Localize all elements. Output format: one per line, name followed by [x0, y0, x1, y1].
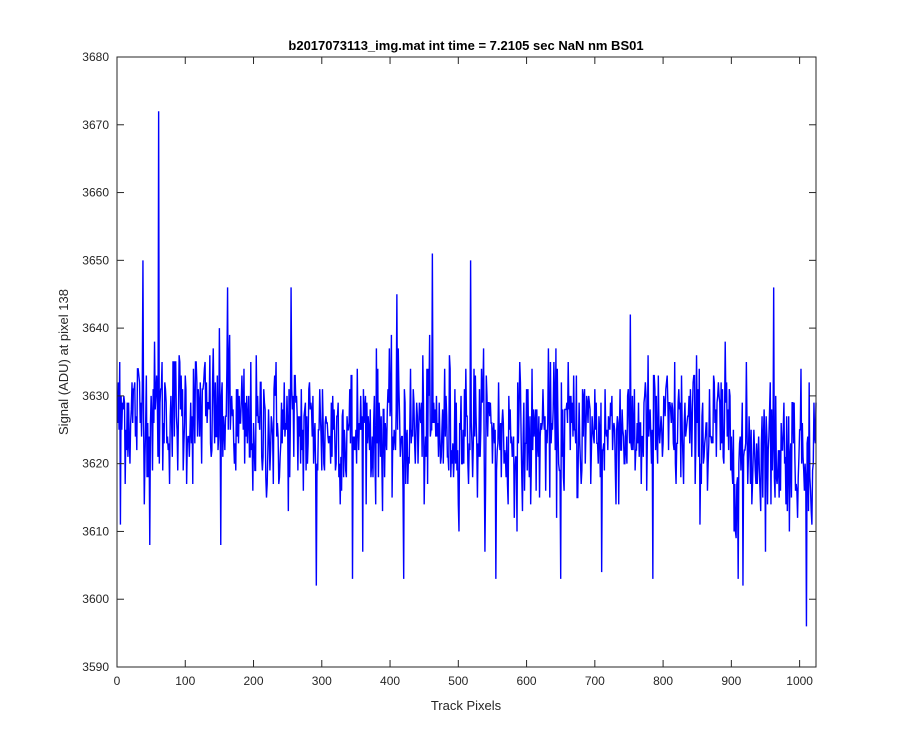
series-line: [116, 111, 817, 627]
y-tick-label: 3630: [82, 389, 109, 403]
x-tick-label: 900: [721, 674, 741, 688]
x-tick-label: 0: [114, 674, 121, 688]
x-tick-label: 300: [312, 674, 332, 688]
y-tick-label: 3670: [82, 118, 109, 132]
axes-box: [116, 56, 817, 668]
x-tick-label: 200: [244, 674, 264, 688]
y-tick-label: 3610: [82, 524, 109, 538]
series-layer: [116, 111, 817, 627]
y-tick-label: 3600: [82, 592, 109, 606]
x-tick-label: 1000: [786, 674, 813, 688]
x-tick-label: 500: [448, 674, 468, 688]
y-tick-label: 3640: [82, 321, 109, 335]
x-tick-label: 800: [653, 674, 673, 688]
x-tick-label: 600: [517, 674, 537, 688]
y-tick-label: 3660: [82, 186, 109, 200]
y-axis-label: Signal (ADU) at pixel 138: [56, 289, 71, 435]
y-tick-label: 3680: [82, 50, 109, 64]
x-tick-label: 100: [175, 674, 195, 688]
y-tick-label: 3620: [82, 457, 109, 471]
x-tick-label: 400: [380, 674, 400, 688]
x-axis-label: Track Pixels: [431, 698, 502, 713]
y-tick-label: 3590: [82, 660, 109, 674]
x-tick-label: 700: [585, 674, 605, 688]
chart-title: b2017073113_img.mat int time = 7.2105 se…: [288, 38, 643, 53]
tick-layer: 0 100 200 300 400 500 600 700 800 900 1000 3590 3600…: [82, 50, 816, 688]
axes-background: [117, 57, 816, 667]
y-tick-label: 3650: [82, 253, 109, 267]
